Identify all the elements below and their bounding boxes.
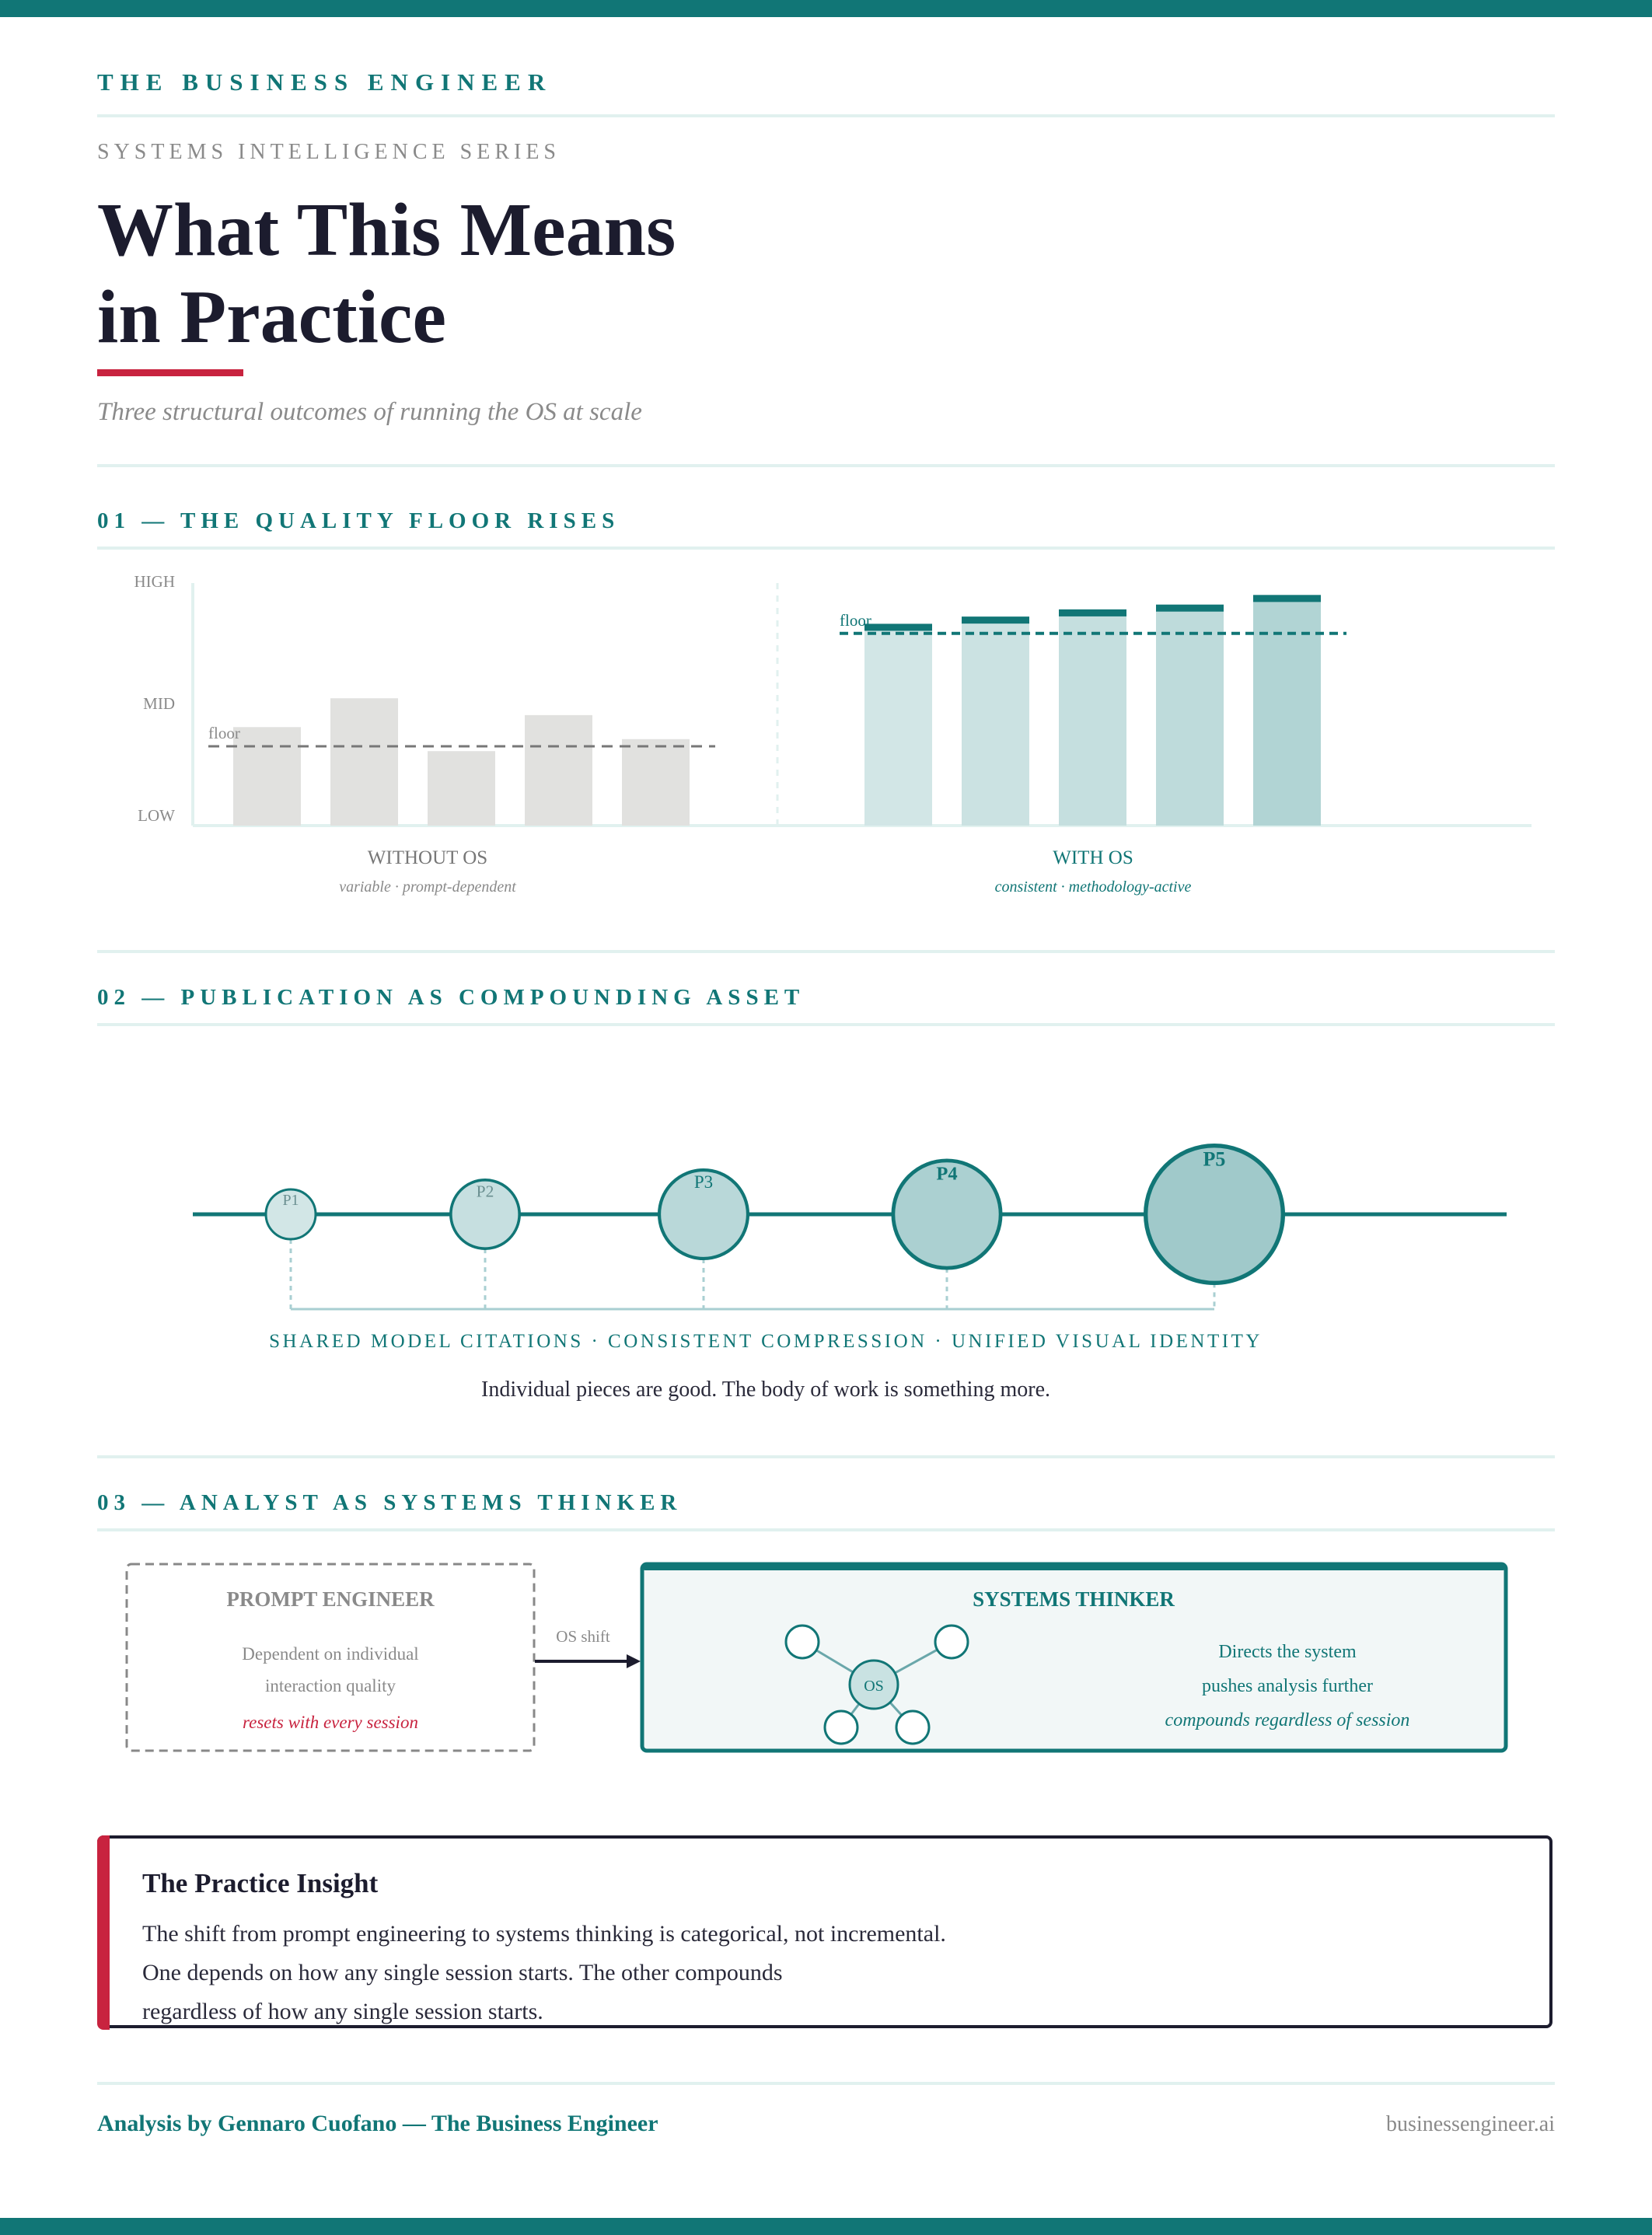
prompt-engineer-line-1: Dependent on individual	[242, 1644, 418, 1664]
footer-site: businessengineer.ai	[1386, 2112, 1555, 2136]
bar-cap-with-os-2	[962, 616, 1029, 624]
quality-floor-chart: HIGH MID LOW floor floor WITHOUT OS vari…	[134, 572, 1532, 896]
bar-cap-with-os-5	[1253, 595, 1321, 602]
section-1-heading: 01 — THE QUALITY FLOOR RISES	[97, 508, 620, 533]
y-axis-label-mid: MID	[143, 694, 175, 713]
y-axis-label-low: LOW	[138, 806, 175, 825]
insight-title: The Practice Insight	[142, 1868, 379, 1898]
publication-node-p1	[264, 1188, 317, 1241]
top-accent-bar	[0, 0, 1652, 17]
group-title-with-os: WITH OS	[1053, 847, 1133, 868]
bar-with-os-1	[864, 623, 932, 826]
section-1-top-divider	[97, 464, 1555, 467]
shift-arrow-head	[627, 1654, 641, 1668]
publication-label-p5: P5	[1203, 1148, 1226, 1171]
shift-arrow-label: OS shift	[556, 1627, 610, 1646]
section-2-top-divider	[97, 950, 1555, 953]
page-subtitle: Three structural outcomes of running the…	[97, 398, 642, 426]
page-title: What This Means in Practice	[97, 187, 1030, 361]
section-3-heading-divider	[97, 1528, 1555, 1531]
systems-thinker-title: SYSTEMS THINKER	[973, 1587, 1175, 1611]
bar-cap-with-os-3	[1059, 609, 1126, 616]
insight-body: The shift from prompt engineering to sys…	[142, 1915, 946, 2031]
publication-label-p2: P2	[477, 1182, 494, 1200]
systems-thinker-line-2: pushes analysis further	[1202, 1676, 1373, 1696]
floor-label-with-os: floor	[840, 611, 871, 630]
prompt-engineer-title: PROMPT ENGINEER	[226, 1587, 435, 1611]
title-underline	[97, 369, 243, 376]
network-node	[784, 1624, 820, 1660]
insight-line-2: One depends on how any single session st…	[142, 1960, 783, 1985]
group-note-with-os: consistent · methodology-active	[995, 878, 1192, 896]
bar-with-os-5	[1253, 595, 1321, 826]
insight-line-3: regardless of how any single session sta…	[142, 1999, 543, 2024]
footer-credit: Analysis by Gennaro Cuofano — The Busine…	[97, 2111, 658, 2136]
insight-line-1: The shift from prompt engineering to sys…	[142, 1921, 946, 1947]
bar-with-os-3	[1059, 609, 1126, 826]
bottom-accent-bar	[0, 2218, 1652, 2235]
os-hub-node	[848, 1659, 899, 1710]
title-line-2: in Practice	[97, 275, 446, 359]
section-2-heading-divider	[97, 1023, 1555, 1026]
compounding-subcaption: Individual pieces are good. The body of …	[481, 1378, 1050, 1402]
systems-thinker-topbar	[642, 1563, 1506, 1570]
bar-without-os-1	[233, 727, 301, 826]
floor-label-without-os: floor	[208, 724, 240, 742]
practice-insight-box: The Practice Insight The shift from prom…	[97, 1835, 1552, 2031]
network-node	[934, 1624, 969, 1660]
bar-without-os-2	[330, 698, 398, 826]
bar-without-os-4	[525, 714, 592, 826]
section-3-heading: 03 — ANALYST AS SYSTEMS THINKER	[97, 1490, 683, 1515]
group-note-without-os: variable · prompt-dependent	[339, 878, 516, 896]
bar-with-os-2	[962, 616, 1029, 826]
insight-accent-stripe	[97, 1835, 110, 2030]
prompt-engineer-box	[125, 1563, 536, 1752]
publication-node-p4	[891, 1158, 1003, 1270]
bar-without-os-3	[428, 751, 495, 826]
series-label: SYSTEMS INTELLIGENCE SERIES	[97, 140, 561, 164]
bar-cap-with-os-1	[864, 623, 932, 631]
header-divider	[97, 114, 1555, 117]
network-node	[823, 1709, 859, 1745]
os-hub-label: OS	[864, 1678, 884, 1695]
publication-label-p1: P1	[282, 1192, 299, 1209]
prompt-engineer-line-2: interaction quality	[265, 1676, 396, 1695]
systems-thinker-note: compounds regardless of session	[1165, 1710, 1410, 1730]
bar-cap-with-os-4	[1156, 604, 1224, 612]
footer-divider	[97, 2082, 1555, 2085]
bar-without-os-5	[622, 739, 690, 826]
section-1-heading-divider	[97, 547, 1555, 550]
publication-label-p4: P4	[936, 1163, 957, 1184]
compounding-caption: SHARED MODEL CITATIONS · CONSISTENT COMP…	[269, 1331, 1263, 1352]
publication-node-p5	[1143, 1143, 1286, 1286]
title-line-1: What This Means	[97, 188, 676, 272]
section-2-heading: 02 — PUBLICATION AS COMPOUNDING ASSET	[97, 985, 805, 1010]
prompt-engineer-note: resets with every session	[243, 1713, 418, 1732]
publication-node-p3	[657, 1168, 750, 1261]
systems-thinker-line-1: Directs the system	[1218, 1642, 1357, 1662]
publication-node-p2	[449, 1179, 521, 1250]
role-shift-diagram: PROMPT ENGINEER Dependent on individual …	[125, 1562, 1508, 1753]
y-axis-label-high: HIGH	[134, 572, 176, 591]
brand-name: THE BUSINESS ENGINEER	[97, 68, 553, 96]
section-3-top-divider	[97, 1455, 1555, 1458]
group-title-without-os: WITHOUT OS	[368, 847, 487, 868]
publication-label-p3: P3	[694, 1172, 713, 1192]
publication-timeline: P1 P2 P3 P4 P5	[193, 1143, 1507, 1311]
network-node	[895, 1709, 931, 1745]
bar-with-os-4	[1156, 604, 1224, 826]
